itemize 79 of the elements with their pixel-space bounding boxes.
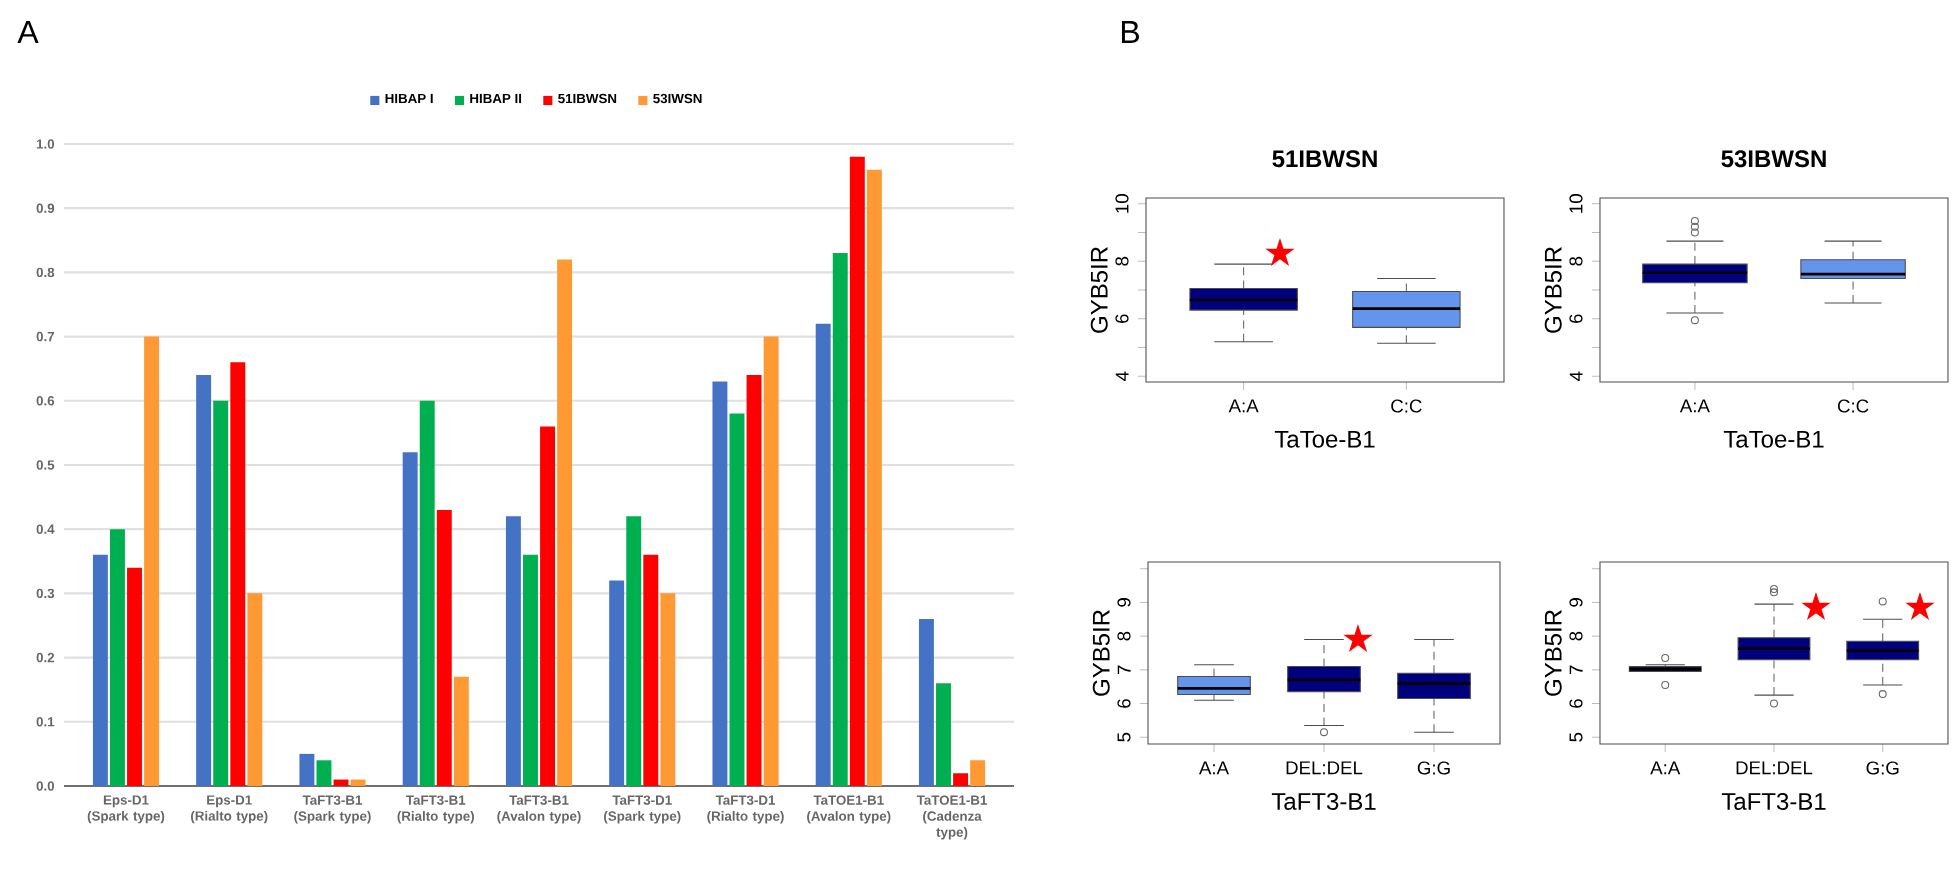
annotation: ★: [1343, 624, 1373, 652]
x-tick-label: C:C: [1391, 399, 1422, 413]
bar: [436, 509, 452, 786]
bar: [350, 779, 366, 786]
bar: [849, 156, 865, 786]
bar: [729, 413, 745, 786]
x-tick-label: G:G: [1417, 761, 1450, 775]
y-tick-label: 7: [1117, 665, 1131, 675]
y-tick-label: 6: [1569, 699, 1583, 708]
bar: [540, 426, 556, 786]
text: A: [17, 21, 39, 43]
bar: [523, 554, 538, 786]
bar: [643, 554, 659, 786]
bar: [230, 362, 246, 786]
text: B: [1121, 21, 1139, 43]
x-tick-label: A:A: [1199, 761, 1230, 775]
y-tick-label: 10: [1115, 194, 1129, 213]
bar: [953, 773, 969, 786]
bar: [936, 683, 951, 786]
y-tick-label: 5: [1117, 732, 1131, 742]
y-axis-title: GYB5IR: [1544, 247, 1562, 333]
x-axis-title: TaFT3-B1: [1721, 792, 1826, 810]
bar: [712, 381, 728, 786]
bar: [316, 760, 332, 786]
annotation: ★: [1801, 592, 1831, 620]
chart-title: 53IBWSN: [1721, 150, 1826, 168]
x-tick-label: A:A: [1650, 761, 1681, 775]
bar: [127, 567, 142, 786]
bar: [109, 529, 125, 786]
y-tick-label: 7: [1569, 665, 1583, 675]
bar: [453, 676, 469, 786]
x-tick-label: DEL:DEL: [1286, 761, 1363, 775]
bar: [746, 375, 762, 786]
bar: [299, 753, 315, 786]
y-tick-label: 8: [1569, 256, 1583, 266]
x-axis-title: TaToe-B1: [1723, 430, 1824, 448]
bar: [557, 259, 573, 786]
y-tick-label: 8: [1569, 631, 1583, 641]
bar: [660, 593, 676, 786]
y-axis-title: GYB5IR: [1090, 247, 1108, 333]
bar: [505, 516, 521, 786]
x-tick-label: DEL:DEL: [1736, 761, 1813, 775]
x-tick-label: G:G: [1866, 761, 1899, 775]
bar: [213, 400, 229, 786]
x-axis-title: TaFT3-B1: [1271, 792, 1376, 810]
x-axis-title: TaToe-B1: [1274, 430, 1375, 448]
y-axis-title: GYB5IR: [1092, 610, 1110, 696]
bar: [866, 169, 882, 786]
bar: [763, 336, 779, 786]
y-tick-label: 4: [1115, 371, 1129, 381]
bar: [196, 375, 212, 786]
y-tick-label: 5: [1569, 732, 1583, 742]
y-axis-title: GYB5IR: [1544, 610, 1562, 696]
bar: [144, 336, 160, 786]
annotation: ★: [1905, 592, 1935, 620]
bar: [247, 593, 263, 786]
bar: [609, 580, 625, 786]
bar: [832, 253, 848, 786]
y-tick-label: 10: [1569, 194, 1583, 213]
bar: [92, 554, 108, 786]
bar: [402, 452, 418, 786]
y-tick-label: 4: [1569, 371, 1583, 381]
bar: [815, 323, 831, 786]
y-tick-label: 8: [1115, 256, 1129, 266]
y-tick-label: 6: [1569, 314, 1583, 323]
y-tick-label: 9: [1117, 598, 1131, 607]
y-tick-label: 9: [1569, 598, 1583, 607]
bar: [419, 400, 435, 786]
annotation: ★: [1265, 238, 1295, 266]
bar: [626, 516, 642, 786]
x-tick-label: C:C: [1837, 399, 1869, 413]
bar: [918, 619, 934, 786]
y-tick-label: 6: [1115, 314, 1129, 323]
y-tick-label: 6: [1117, 699, 1131, 708]
x-tick-label: A:A: [1228, 399, 1259, 413]
bar: [970, 760, 986, 786]
chart-title: 51IBWSN: [1272, 150, 1377, 168]
x-tick-label: A:A: [1679, 399, 1710, 413]
y-tick-label: 8: [1117, 631, 1131, 641]
